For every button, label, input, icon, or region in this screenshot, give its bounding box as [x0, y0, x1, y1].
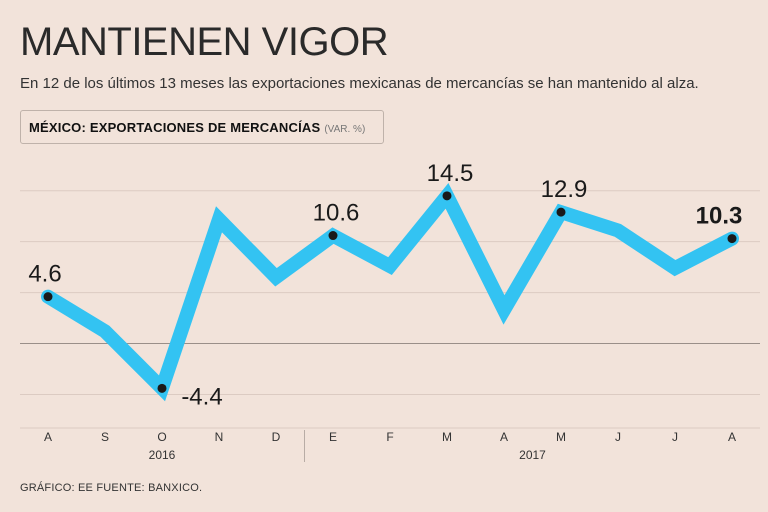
chart-title: MANTIENEN VIGOR: [20, 20, 389, 64]
gridlines: [20, 190, 760, 395]
data-labels: 4.6 -4.4 10.6 14.5 12.9 10.3: [28, 160, 742, 411]
x-tick-label: A: [500, 430, 508, 444]
data-label: -4.4: [181, 383, 222, 410]
chart-subtitle: En 12 de los últimos 13 meses las export…: [20, 75, 699, 92]
year-label: 2016: [149, 448, 176, 462]
chart-label-unit: (VAR. %): [324, 124, 366, 135]
data-point: [556, 207, 566, 217]
x-tick-label: M: [556, 430, 566, 444]
data-point: [442, 191, 452, 201]
data-label: 14.5: [427, 160, 474, 187]
x-tick-label: E: [329, 430, 337, 444]
series-line-path: [41, 182, 739, 402]
data-label: 10.3: [696, 203, 743, 230]
x-tick-label: A: [728, 430, 736, 444]
x-tick-label: S: [101, 430, 109, 444]
x-axis: A S O N D E F M A M J J A 2016 2017: [20, 427, 760, 462]
x-tick-label: O: [157, 430, 166, 444]
data-point: [727, 234, 737, 244]
x-tick-label: A: [44, 430, 52, 444]
x-tick-label: J: [672, 430, 678, 444]
year-label: 2017: [519, 448, 546, 462]
chart-label-main: MÉXICO: EXPORTACIONES DE MERCANCÍAS: [29, 120, 321, 135]
data-points: [43, 191, 737, 393]
x-tick-label: M: [442, 430, 452, 444]
series-line: [41, 182, 739, 402]
data-label: 12.9: [541, 176, 588, 203]
x-tick-label: F: [386, 430, 393, 444]
data-point: [157, 383, 167, 393]
x-tick-label: D: [272, 430, 281, 444]
chart-label-box: MÉXICO: EXPORTACIONES DE MERCANCÍAS (VAR.…: [20, 110, 384, 144]
data-point: [328, 231, 338, 241]
data-label: 10.6: [313, 200, 360, 227]
x-tick-label: J: [615, 430, 621, 444]
data-point: [43, 292, 53, 302]
footer-credit: GRÁFICO: EE FUENTE: BANXICO.: [20, 482, 203, 494]
x-tick-label: N: [215, 430, 224, 444]
data-label: 4.6: [28, 261, 61, 288]
